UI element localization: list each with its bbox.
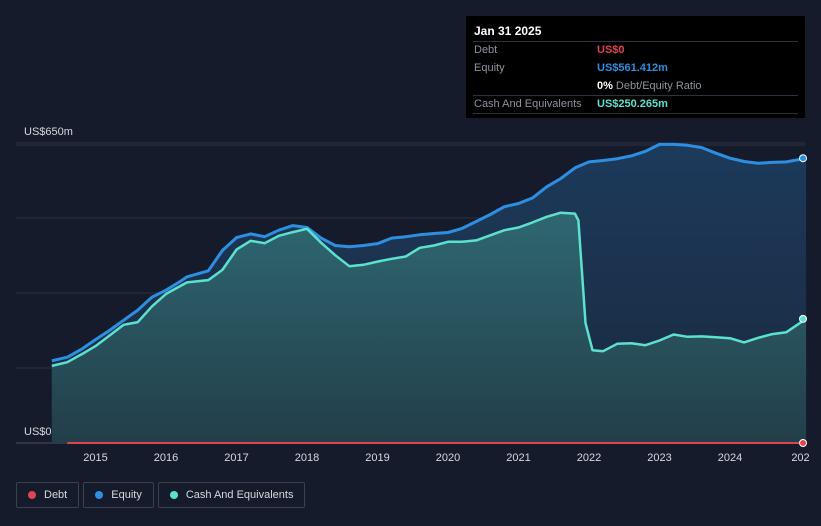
tooltip-value-cash: US$250.265m bbox=[597, 98, 668, 110]
equity-end-point bbox=[799, 154, 807, 163]
tooltip-ratio: 0% Debt/Equity Ratio bbox=[597, 78, 702, 95]
x-tick-label: 2018 bbox=[295, 452, 319, 464]
debt-end-point bbox=[799, 439, 807, 447]
y-max-label: US$650m bbox=[24, 126, 73, 138]
tooltip-row-cash: Cash And Equivalents US$250.265m bbox=[473, 95, 798, 114]
x-tick-label: 202 bbox=[791, 452, 809, 464]
debt-dot-icon bbox=[28, 491, 36, 499]
equity-dot-icon bbox=[95, 491, 104, 499]
equity-line bbox=[51, 142, 807, 363]
tooltip-row-ratio: 0% Debt/Equity Ratio bbox=[473, 77, 798, 95]
x-tick-label: 2017 bbox=[224, 452, 248, 464]
x-tick-label: 2023 bbox=[647, 452, 671, 464]
tooltip-value-equity: US$561.412m bbox=[597, 62, 668, 74]
x-tick-label: 2020 bbox=[436, 452, 460, 464]
x-tick-label: 2024 bbox=[718, 452, 742, 464]
tooltip-value-debt: US$0 bbox=[597, 44, 625, 56]
series-lines bbox=[51, 142, 807, 447]
tooltip-label: Debt bbox=[474, 44, 498, 56]
ratio-label: Debt/Equity Ratio bbox=[615, 80, 702, 92]
legend-item-debt[interactable]: Debt bbox=[16, 482, 80, 508]
legend-label: Equity bbox=[111, 489, 142, 501]
y-min-label: US$0 bbox=[24, 426, 52, 438]
cash-line bbox=[51, 211, 807, 368]
cash-area bbox=[51, 212, 807, 443]
legend-label: Cash And Equivalents bbox=[185, 489, 294, 501]
cash-and-equivalents-end-point bbox=[799, 314, 807, 323]
tooltip-panel: Jan 31 2025 Debt US$0 Equity US$561.412m… bbox=[466, 16, 805, 118]
x-axis: 2015 2016 2017 2018 2019 2020 2021 2022 2023 2024… bbox=[83, 452, 809, 464]
legend: Debt Equity Cash And Equivalents bbox=[16, 482, 309, 508]
tooltip-date: Jan 31 2025 bbox=[474, 24, 542, 38]
x-tick-label: 2022 bbox=[577, 452, 601, 464]
x-tick-label: 2015 bbox=[83, 452, 107, 464]
tooltip-row-equity: Equity US$561.412m bbox=[473, 59, 798, 77]
legend-item-equity[interactable]: Equity bbox=[83, 482, 154, 508]
tooltip-label: Cash And Equivalents bbox=[474, 98, 582, 110]
tooltip-row-debt: Debt US$0 bbox=[473, 41, 798, 59]
x-tick-label: 2021 bbox=[506, 452, 530, 464]
legend-item-cash[interactable]: Cash And Equivalents bbox=[157, 482, 306, 508]
tooltip-label-empty bbox=[473, 78, 597, 95]
series-areas bbox=[51, 144, 807, 443]
cash-dot-icon bbox=[169, 491, 178, 499]
tooltip-label: Equity bbox=[474, 62, 505, 74]
x-tick-label: 2016 bbox=[154, 452, 178, 464]
x-tick-label: 2019 bbox=[365, 452, 389, 464]
legend-label: Debt bbox=[44, 489, 68, 501]
ratio-value: 0% bbox=[597, 80, 613, 92]
